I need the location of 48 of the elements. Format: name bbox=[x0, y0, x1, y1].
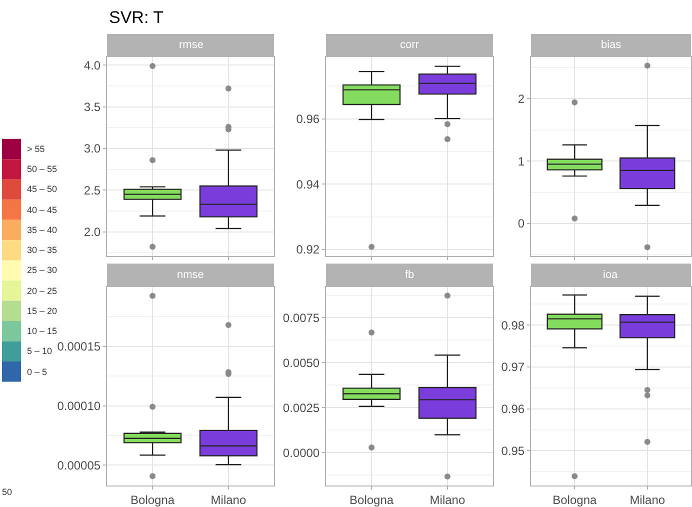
category-label: 0 – 5 bbox=[27, 367, 48, 377]
category-label: 45 – 50 bbox=[27, 184, 58, 194]
y-tick-label: 0.0000 bbox=[282, 446, 320, 460]
category-label: 50 – 55 bbox=[27, 164, 58, 174]
x-tick-label: Milano bbox=[210, 492, 246, 507]
chart-subtitle: rmse bbox=[179, 39, 204, 51]
chart-subtitle: nmse bbox=[177, 269, 204, 281]
category-label: 20 – 25 bbox=[27, 286, 58, 296]
y-tick-label: 2.5 bbox=[84, 183, 101, 198]
chart-subtitle: ioa bbox=[603, 269, 619, 281]
x-tick-label: Bologna bbox=[350, 492, 394, 507]
y-tick-label: 1 bbox=[518, 154, 525, 168]
category-label: 30 – 35 bbox=[27, 245, 58, 255]
x-tick-label: Bologna bbox=[552, 492, 597, 507]
y-tick-label: 2 bbox=[518, 92, 525, 106]
chart-subtitle: fb bbox=[405, 269, 414, 281]
text: 50 bbox=[2, 487, 12, 497]
chart-title: SVR: T bbox=[109, 8, 164, 27]
y-tick-label: 0.96 bbox=[501, 402, 525, 416]
category-label: 10 – 15 bbox=[27, 326, 58, 336]
category-label: 25 – 30 bbox=[27, 265, 58, 275]
x-tick-label: Milano bbox=[430, 492, 466, 507]
x-tick-label: Bologna bbox=[130, 492, 175, 507]
y-tick-label: 0.0050 bbox=[282, 356, 320, 370]
y-tick-label: 3.5 bbox=[84, 100, 101, 114]
category-label: 15 – 20 bbox=[27, 306, 58, 316]
y-tick-label: 0.98 bbox=[501, 318, 525, 332]
category-label: 35 – 40 bbox=[27, 225, 58, 235]
y-tick-label: 0.97 bbox=[501, 360, 525, 374]
category-label: > 55 bbox=[27, 144, 45, 154]
y-tick-label: 0.00010 bbox=[57, 399, 101, 414]
y-tick-label: 0.92 bbox=[296, 242, 320, 257]
x-tick-label: Milano bbox=[630, 492, 666, 507]
y-tick-label: 2.0 bbox=[84, 225, 101, 240]
y-tick-label: 0.0075 bbox=[282, 310, 320, 325]
y-tick-label: 0.00015 bbox=[57, 340, 101, 354]
y-tick-label: 0.0025 bbox=[282, 400, 320, 415]
y-tick-label: 0.00005 bbox=[57, 458, 101, 472]
category-label: 40 – 45 bbox=[27, 205, 58, 215]
y-tick-label: 0.96 bbox=[296, 112, 320, 126]
category-label: 5 – 10 bbox=[27, 346, 52, 356]
y-tick-label: 0.95 bbox=[501, 444, 525, 458]
y-tick-label: 4.0 bbox=[84, 58, 101, 72]
y-tick-label: 0 bbox=[518, 216, 525, 231]
chart-subtitle: bias bbox=[601, 39, 622, 51]
y-tick-label: 3.0 bbox=[84, 142, 101, 156]
chart-subtitle: corr bbox=[400, 39, 420, 51]
y-tick-label: 0.94 bbox=[296, 177, 320, 192]
